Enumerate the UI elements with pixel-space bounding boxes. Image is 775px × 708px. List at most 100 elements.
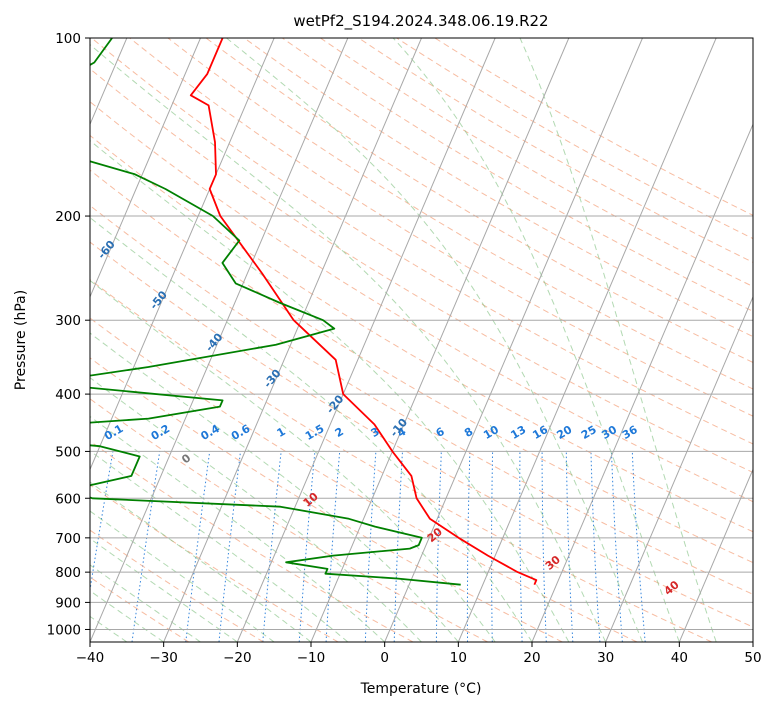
- moist-adiabat-label: -50: [147, 288, 170, 312]
- isotherm-line: [457, 38, 717, 642]
- dewpoint-line: [90, 38, 461, 586]
- y-tick-label: 100: [55, 31, 81, 47]
- y-tick-label: 700: [55, 531, 81, 547]
- moist-adiabat-line: [90, 564, 201, 642]
- x-axis-label: Temperature (°C): [360, 681, 482, 697]
- y-tick-label: 400: [55, 387, 81, 403]
- y-tick-label: 500: [55, 444, 81, 460]
- moist-adiabat-line: [90, 279, 496, 642]
- dry-adiabat-line: [434, 38, 753, 216]
- moist-adiabat-line: [90, 415, 386, 642]
- mixing-ratio-label: 0.2: [149, 422, 172, 443]
- mixing-ratio-lines: [90, 451, 646, 642]
- mixing-ratio-label: 8: [462, 425, 475, 440]
- dry-adiabat-line: [282, 38, 753, 312]
- mixing-ratio-label: 0.4: [198, 422, 222, 443]
- x-tick-label: −20: [223, 650, 252, 666]
- mixing-ratio-label: 16: [530, 423, 550, 442]
- dry-adiabat-line: [90, 317, 638, 642]
- dry-adiabat-line: [90, 205, 753, 595]
- temperature-line: [189, 38, 538, 586]
- x-tick-label: 40: [671, 650, 688, 666]
- moist-adiabat-line: [90, 332, 459, 642]
- mixing-ratio-line: [185, 451, 211, 642]
- dry-adiabat-line: [91, 38, 753, 445]
- mixing-ratio-line: [131, 451, 161, 642]
- y-tick-label: 600: [55, 491, 81, 507]
- moist-adiabat-line: [519, 38, 717, 642]
- dry-adiabat-line: [90, 357, 563, 642]
- mixing-ratio-line: [565, 451, 574, 642]
- dry-adiabat-line: [90, 278, 712, 642]
- dry-adiabat-line: [167, 38, 753, 390]
- chart-title: wetPf2_S194.2024.348.06.19.R22: [293, 12, 548, 31]
- moist-adiabats: [90, 38, 717, 642]
- x-tick-label: −40: [76, 650, 105, 666]
- moist-adiabat-line: [90, 481, 312, 642]
- moist-adiabat-line: [90, 139, 570, 642]
- x-tick-label: 10: [450, 650, 467, 666]
- dry-adiabat-line: [205, 38, 753, 364]
- isotherm-line: [384, 38, 643, 642]
- mixing-ratio-label: 10: [481, 423, 501, 442]
- mixing-ratio-label: 25: [579, 423, 599, 442]
- isotherm-line: [531, 123, 753, 642]
- dry-adiabat-label: 0: [179, 451, 193, 466]
- moist-adiabat-label: -30: [261, 367, 284, 391]
- y-tick-label: 300: [55, 313, 81, 329]
- mixing-ratio-label: 0.6: [229, 422, 253, 443]
- dry-adiabat-line: [90, 169, 753, 564]
- mixing-ratio-label: 2: [333, 425, 346, 440]
- isotherm-line: [236, 38, 496, 642]
- mixing-ratio-line: [435, 451, 442, 642]
- moist-adiabat-label: -80: [0, 144, 11, 168]
- mixing-ratio-line: [519, 451, 523, 642]
- x-tick-label: 50: [744, 650, 761, 666]
- dry-adiabat-line: [129, 38, 753, 417]
- moist-adiabat-line: [90, 216, 533, 642]
- isotherm-line: [90, 38, 201, 299]
- moist-adiabat-line: [392, 38, 680, 642]
- dry-adiabat-line: [243, 38, 753, 338]
- mixing-ratio-line: [490, 451, 494, 642]
- mixing-ratio-label: 1: [275, 425, 288, 440]
- moist-adiabat-label: -60: [95, 238, 118, 262]
- x-tick-label: 20: [523, 650, 540, 666]
- dry-adiabat-line: [90, 440, 414, 642]
- y-tick-label: 900: [55, 595, 81, 611]
- isotherm-line: [90, 38, 275, 471]
- y-tick-label: 1000: [47, 622, 81, 638]
- mixing-ratio-line: [631, 451, 646, 642]
- mixing-ratio-label: 20: [554, 423, 574, 442]
- dry-adiabat-line: [90, 134, 753, 533]
- dry-adiabat-label: 40: [662, 578, 682, 598]
- dry-adiabat-line: [90, 68, 753, 473]
- moist-adiabat-label: -40: [203, 330, 226, 354]
- x-tick-label: −10: [297, 650, 326, 666]
- dry-adiabat-line: [358, 38, 753, 263]
- y-axis-label: Pressure (hPa): [13, 290, 29, 390]
- moist-adiabat-line: [90, 43, 607, 642]
- isotherm-line: [310, 38, 570, 642]
- dry-adiabat-line: [90, 241, 753, 628]
- x-tick-label: 30: [597, 650, 614, 666]
- dry-adiabat-line: [90, 484, 339, 642]
- isopleth-labels: 0.10.20.40.611.52346810131620253036-100-…: [0, 144, 682, 598]
- mixing-ratio-label: 13: [508, 423, 528, 442]
- isotherm-line: [90, 38, 349, 642]
- x-tick-label: 0: [380, 650, 389, 666]
- mixing-ratio-label: 1.5: [303, 422, 326, 443]
- moist-adiabat-line: [90, 590, 164, 642]
- dry-adiabat-label: 30: [543, 553, 563, 573]
- moist-adiabat-line: [226, 38, 643, 642]
- x-tick-label: −30: [149, 650, 178, 666]
- y-tick-label: 800: [55, 565, 81, 581]
- moist-adiabat-label: -20: [324, 392, 347, 416]
- mixing-ratio-line: [90, 451, 114, 594]
- isotherm-line: [752, 640, 753, 642]
- isotherm-line: [678, 468, 753, 642]
- moist-adiabat-line: [90, 510, 275, 642]
- dry-adiabat-line: [90, 398, 488, 642]
- plot-area: 0.10.20.40.611.52346810131620253036-100-…: [0, 38, 753, 642]
